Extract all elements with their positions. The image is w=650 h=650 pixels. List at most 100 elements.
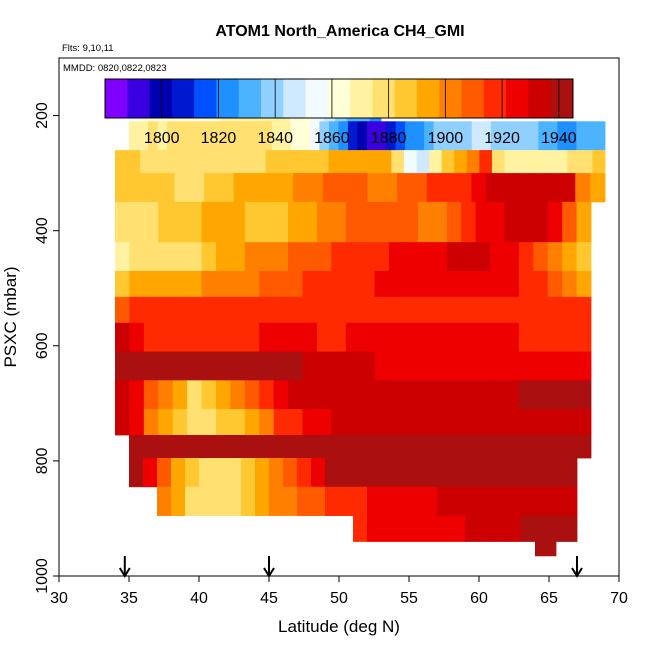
heatmap-cell (302, 201, 318, 243)
heatmap-cell (201, 242, 217, 272)
heatmap-cell (259, 409, 275, 436)
heatmap-cell (417, 296, 433, 324)
heatmap-cell (316, 434, 332, 459)
heatmap-cell (446, 434, 462, 459)
heatmap-cell (504, 242, 520, 272)
colorbar-segment (350, 79, 373, 118)
flights-note: Flts: 9,10,11 (62, 43, 114, 54)
heatmap-cell (176, 121, 187, 151)
heatmap-cell (165, 150, 179, 174)
heatmap-cell (576, 351, 592, 381)
heatmap-cell (353, 486, 368, 516)
heatmap-cell (451, 515, 466, 542)
heatmap-cell (562, 351, 577, 381)
heatmap-cell (432, 201, 448, 243)
heatmap-cell (441, 150, 455, 174)
heatmap-cell (533, 242, 549, 272)
heatmap-cell (518, 380, 534, 410)
heatmap-cell (518, 351, 534, 381)
heatmap-cell (316, 380, 332, 410)
heatmap-cell (233, 173, 250, 203)
heatmap-cell (202, 150, 216, 174)
colorbar-segment (105, 79, 128, 118)
x-tick-label: 40 (190, 590, 208, 607)
heatmap-cell (521, 458, 536, 488)
heatmap-cell (547, 434, 563, 459)
heatmap-cell (490, 242, 505, 272)
heatmap-cell (432, 270, 448, 298)
heatmap-cell (215, 322, 231, 352)
heatmap-cell (451, 458, 466, 488)
heatmap-cell (374, 434, 390, 459)
heatmap-cell (273, 270, 289, 298)
heatmap-cell (493, 515, 508, 542)
heatmap-cell (172, 201, 188, 243)
heatmap-cell (490, 296, 505, 324)
heatmap-cell (253, 150, 267, 174)
heatmap-cell (287, 434, 303, 459)
heatmap-cell (252, 121, 263, 151)
heatmap-cell (271, 121, 282, 151)
colorbar-segment (417, 79, 440, 118)
heatmap-cell (338, 121, 349, 151)
heatmap-cell (391, 150, 405, 174)
y-axis: 200 400 600 800 1000 (34, 102, 59, 594)
heatmap-cell (389, 242, 404, 272)
heatmap-cell (177, 150, 191, 174)
heatmap-cell (533, 351, 549, 381)
heatmap-cell (563, 486, 578, 516)
heatmap-cell (259, 322, 275, 352)
heatmap-cell (395, 121, 406, 151)
heatmap-cell (563, 515, 578, 542)
heatmap-cell (159, 173, 175, 203)
heatmap-cell (345, 409, 361, 436)
heatmap-cell (259, 201, 275, 243)
colorbar-tick-label: 1860 (314, 130, 350, 147)
heatmap-cell (281, 121, 292, 151)
heatmap-cell (538, 121, 549, 151)
heatmap-cell (461, 242, 476, 272)
colorbar-tick-label: 1920 (484, 130, 520, 147)
heatmap-cell (288, 270, 303, 298)
heatmap-cell (576, 409, 592, 436)
heatmap-cell (562, 434, 577, 459)
heatmap-cell (443, 121, 454, 151)
colorbar-segment (305, 79, 329, 118)
heatmap-cell (244, 296, 260, 324)
heatmap-cell (417, 409, 433, 436)
heatmap-cell (490, 201, 505, 243)
heatmap-cell (345, 296, 361, 324)
heatmap-cell (143, 270, 159, 298)
heatmap-cell (172, 409, 188, 436)
heatmap-cell (409, 515, 424, 542)
heatmap-cell (381, 486, 396, 516)
heatmap-cell (549, 458, 564, 488)
heatmap-cell (493, 486, 508, 516)
heatmap-cell (454, 150, 468, 174)
heatmap-cell (446, 351, 462, 381)
heatmap-cell (331, 322, 347, 352)
heatmap-cell (461, 270, 476, 298)
heatmap-cell (213, 486, 228, 516)
heatmap-cell (395, 486, 410, 516)
heatmap-cell (129, 121, 139, 151)
heatmap-cell (490, 322, 505, 352)
heatmap-cell (269, 458, 284, 488)
heatmap-cell (129, 296, 145, 324)
heatmap-cell (273, 296, 289, 324)
heatmap-cell (504, 201, 520, 243)
heatmap-cell (157, 458, 172, 488)
heatmap-cell (461, 296, 476, 324)
flight-arrow-head (118, 567, 131, 578)
heatmap-cell (308, 173, 324, 203)
heatmap-cell (437, 458, 452, 488)
heatmap-cell (339, 458, 354, 488)
heatmap-cell (432, 296, 448, 324)
heatmap-cell (461, 351, 476, 381)
heatmap-cell (302, 242, 318, 272)
heatmap-cell (533, 322, 549, 352)
heatmap-cell (316, 409, 332, 436)
heatmap-cell (262, 121, 273, 151)
heatmap-cell (374, 242, 390, 272)
heatmap-cell (186, 121, 197, 151)
